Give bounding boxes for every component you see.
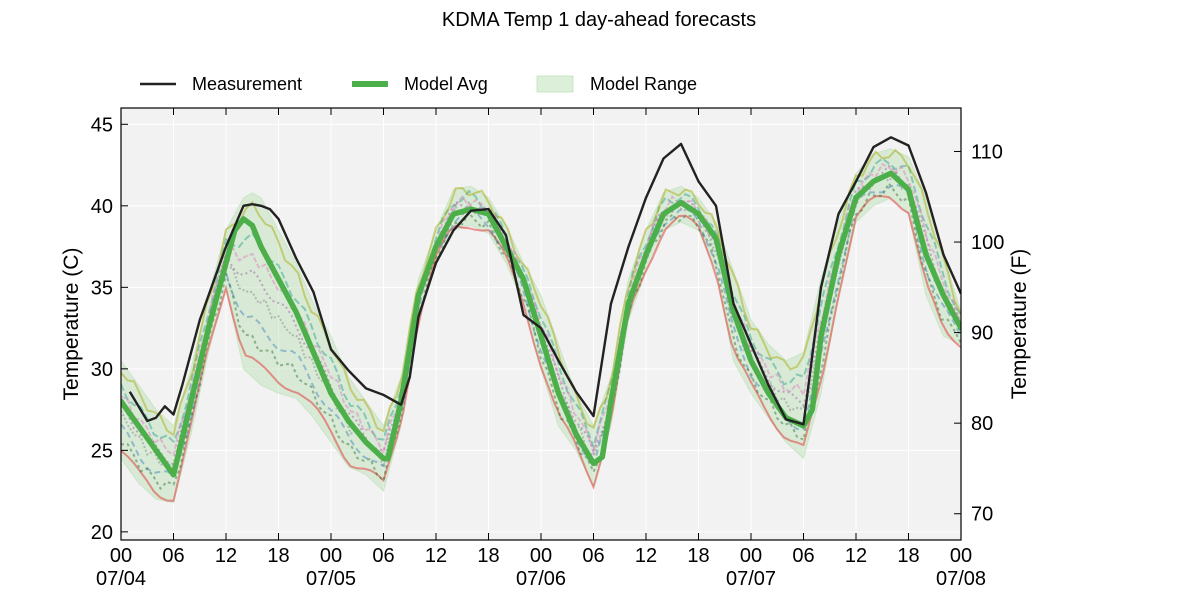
y-tick-label-left: 30 — [91, 359, 113, 381]
x-tick-label: 00 — [740, 545, 762, 567]
y-tick-label-left: 40 — [91, 196, 113, 218]
y-tick-label-left: 35 — [91, 277, 113, 299]
y-tick-label-left: 25 — [91, 440, 113, 462]
x-tick-label: 12 — [425, 545, 447, 567]
plot-content — [121, 136, 961, 504]
y-tick-label-right: 70 — [971, 504, 993, 526]
chart-title: KDMA Temp 1 day-ahead forecasts — [442, 9, 756, 31]
model-member-line — [121, 162, 961, 457]
y-tick-label-right: 110 — [971, 141, 1003, 163]
x-tick-label: 00 — [950, 545, 972, 567]
legend: Measurement Model Avg Model Range — [140, 74, 697, 94]
model-member-line — [121, 157, 961, 451]
x-tick-label: 12 — [635, 545, 657, 567]
y-axis-right-title: Temperature (F) — [1008, 249, 1031, 400]
model-member-line — [121, 183, 961, 477]
x-tick-label: 00 — [110, 545, 132, 567]
y-tick-label-left: 20 — [91, 522, 113, 544]
model-range-band — [121, 148, 961, 504]
y-tick-label-right: 100 — [971, 232, 1004, 254]
x-tick-label: 18 — [267, 545, 289, 567]
x-date-label: 07/07 — [726, 568, 776, 590]
y-axis-left: 20 25 30 35 40 45 — [91, 114, 128, 544]
y-tick-label-left: 45 — [91, 114, 113, 136]
x-tick-label: 00 — [530, 545, 552, 567]
y-axis-right: 70 80 90 100 110 — [954, 141, 1004, 526]
legend-swatch-model-range — [536, 75, 574, 93]
y-tick-label-right: 90 — [971, 323, 993, 345]
measurement-layer — [128, 136, 961, 426]
x-tick-label: 06 — [792, 545, 814, 567]
x-tick-label: 12 — [845, 545, 867, 567]
model-member-line — [121, 181, 961, 491]
x-date-label: 07/06 — [516, 568, 566, 590]
x-tick-label: 18 — [687, 545, 709, 567]
legend-label-model-range: Model Range — [590, 74, 697, 94]
y-tick-label-right: 80 — [971, 413, 993, 435]
model-member-line — [121, 195, 961, 502]
x-tick-label: 06 — [162, 545, 184, 567]
x-tick-label: 18 — [897, 545, 919, 567]
x-date-label: 07/04 — [96, 568, 146, 590]
legend-label-measurement: Measurement — [192, 74, 302, 94]
measurement-line — [128, 136, 961, 426]
x-tick-label: 12 — [215, 545, 237, 567]
x-date-label: 07/08 — [936, 568, 986, 590]
model-avg-layer — [121, 170, 961, 478]
x-tick-label: 06 — [582, 545, 604, 567]
x-tick-label: 18 — [477, 545, 499, 567]
x-tick-label: 00 — [320, 545, 342, 567]
x-date-label: 07/05 — [306, 568, 356, 590]
x-tick-label: 06 — [372, 545, 394, 567]
model-range-layer — [121, 148, 961, 504]
model-avg-line — [121, 170, 961, 478]
y-axis-left-title: Temperature (C) — [60, 248, 83, 401]
legend-label-model-avg: Model Avg — [404, 74, 488, 94]
